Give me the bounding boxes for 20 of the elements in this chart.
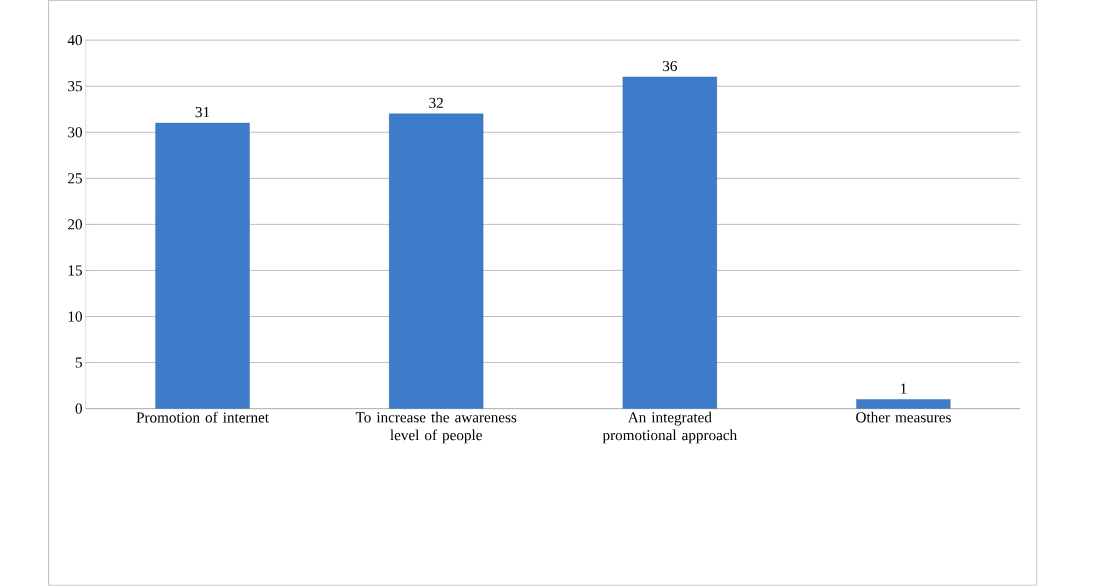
bar	[155, 123, 250, 409]
bar	[622, 77, 717, 409]
y-tick-label: 5	[75, 357, 82, 368]
x-tick-label: To increase the awareness level of people	[355, 411, 517, 444]
y-tick-label: 35	[68, 81, 82, 92]
y-tick-label: 25	[68, 173, 82, 184]
y-tick-label: 0	[75, 403, 82, 414]
data-label: 31	[195, 107, 210, 118]
data-label: 1	[901, 383, 907, 394]
y-tick-label: 30	[68, 127, 82, 138]
data-label: 32	[429, 98, 443, 109]
data-label: 36	[662, 61, 677, 72]
bar	[389, 113, 484, 409]
y-tick-label: 10	[68, 311, 82, 322]
x-tick-label: Other measures	[856, 411, 951, 423]
x-tick-label: Promotion of internet	[136, 411, 269, 423]
y-tick-label: 20	[68, 219, 82, 230]
x-tick-label: An integrated promotional approach	[602, 411, 737, 444]
y-tick-label: 15	[68, 265, 82, 276]
y-tick-label: 40	[67, 35, 82, 46]
